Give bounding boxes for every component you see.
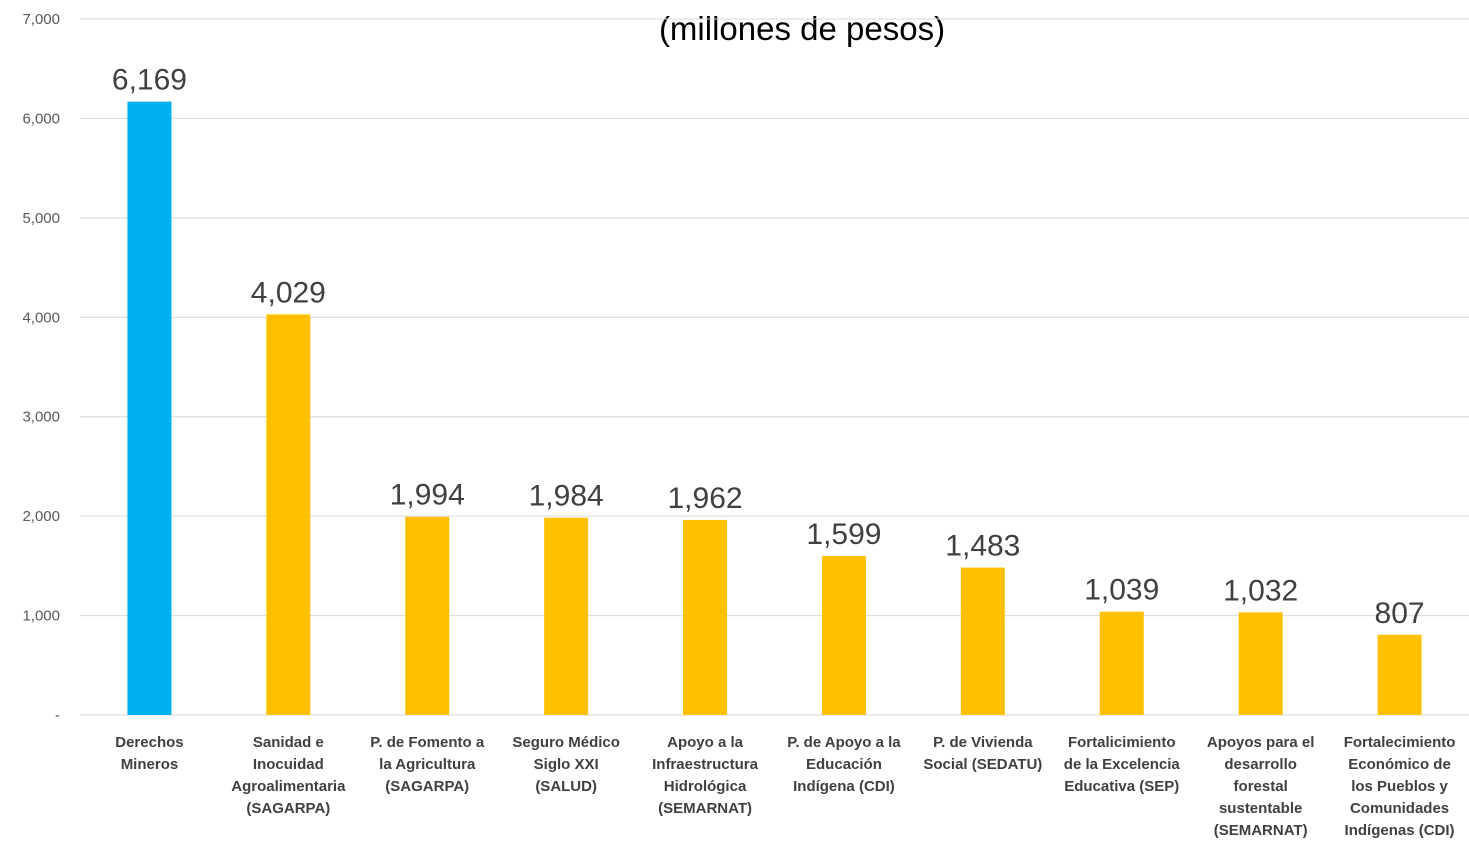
x-tick-label-line: de la Excelencia xyxy=(1064,756,1181,773)
x-tick-label-line: Sanidad e xyxy=(253,734,324,751)
y-tick-label: - xyxy=(55,707,60,724)
x-tick-label-line: Seguro Médico xyxy=(512,734,620,751)
bar xyxy=(821,556,866,715)
y-tick-label: 3,000 xyxy=(22,409,60,426)
data-labels: 6,169 4,029 1,994 1,984 1,962 1,599 1,483 1,039… xyxy=(112,64,1425,630)
x-tick-label-line: (SEMARNAT) xyxy=(658,800,752,817)
data-label: 1,032 xyxy=(1223,574,1298,607)
x-tick-label-line: Fortalecimiento xyxy=(1344,734,1456,751)
x-tick-label-line: Económico de xyxy=(1348,756,1451,773)
x-tick-label-line: forestal xyxy=(1234,778,1288,795)
x-tick-label-line: (SEMARNAT) xyxy=(1214,822,1308,839)
x-tick-label-line: Inocuidad xyxy=(253,756,324,773)
y-tick-label: 1,000 xyxy=(22,608,60,625)
x-tick-label: Fortalecimiento Económico de los Pueblos y… xyxy=(1344,734,1456,839)
x-tick-label-line: Mineros xyxy=(121,756,179,773)
bar xyxy=(960,567,1005,715)
x-tick-label-line: Comunidades xyxy=(1350,800,1449,817)
x-tick-label-line: P. de Vivienda xyxy=(933,734,1033,751)
data-label: 4,029 xyxy=(251,276,326,309)
x-tick-label-line: Indígena (CDI) xyxy=(793,778,895,795)
x-tick-label: Sanidad e Inocuidad Agroalimentaria (SAGARP… xyxy=(231,734,346,817)
gridlines xyxy=(80,18,1469,716)
bars xyxy=(127,101,1422,716)
x-tick-label-line: Infraestructura xyxy=(652,756,759,773)
x-tick-label-line: Agroalimentaria xyxy=(231,778,346,795)
x-tick-label-line: desarrollo xyxy=(1224,756,1297,773)
x-tick-label-line: Fortalicimiento xyxy=(1068,734,1176,751)
y-tick-label: 6,000 xyxy=(22,110,60,127)
bar xyxy=(1099,611,1144,715)
bar xyxy=(266,314,311,715)
x-tick-label-line: (SALUD) xyxy=(535,778,597,795)
x-tick-label-line: Social (SEDATU) xyxy=(923,756,1042,773)
x-tick-label-line: Siglo XXI xyxy=(534,756,599,773)
y-tick-label: 2,000 xyxy=(22,508,60,525)
x-tick-label: P. de Apoyo a la Educación Indígena (CDI) xyxy=(787,734,901,795)
x-tick-label-line: Apoyo a la xyxy=(667,734,744,751)
x-tick-label-line: sustentable xyxy=(1219,800,1302,817)
x-tick-label: Apoyo a la Infraestructura Hidrológica (SEM… xyxy=(652,734,759,817)
y-tick-label: 5,000 xyxy=(22,210,60,227)
x-tick-label: Seguro Médico Siglo XXI (SALUD) xyxy=(512,734,620,795)
x-tick-label: Fortalicimiento de la Excelencia Educativa… xyxy=(1064,734,1181,795)
y-tick-label: 4,000 xyxy=(22,309,60,326)
data-label: 1,599 xyxy=(806,518,881,551)
data-label: 1,962 xyxy=(668,482,743,515)
x-tick-label-line: (SAGARPA) xyxy=(246,800,330,817)
y-tick-label: 7,000 xyxy=(22,11,60,28)
x-tick-label-line: Indígenas (CDI) xyxy=(1345,822,1455,839)
data-label: 6,169 xyxy=(112,64,187,97)
x-tick-label: Derechos Mineros xyxy=(115,734,183,773)
bar xyxy=(1377,634,1422,715)
x-axis-category-labels: Derechos Mineros Sanidad e Inocuidad Agroali… xyxy=(115,734,1455,839)
x-tick-label: P. de Fomento a la Agricultura (SAGARPA) xyxy=(370,734,485,795)
x-tick-label: P. de Vivienda Social (SEDATU) xyxy=(923,734,1042,773)
x-tick-label-line: Hidrológica xyxy=(664,778,747,795)
x-tick-label-line: P. de Apoyo a la xyxy=(787,734,901,751)
x-tick-label-line: los Pueblos y xyxy=(1351,778,1448,795)
data-label: 1,984 xyxy=(529,480,604,513)
bar xyxy=(683,519,728,715)
x-tick-label-line: Derechos xyxy=(115,734,183,751)
data-label: 1,039 xyxy=(1084,574,1159,607)
data-label: 1,483 xyxy=(945,530,1020,563)
data-label: 807 xyxy=(1375,597,1425,630)
x-tick-label-line: P. de Fomento a xyxy=(370,734,485,751)
y-axis-tick-labels: - 1,000 2,000 3,000 4,000 5,000 6,000 7,000 xyxy=(22,11,60,724)
x-tick-label-line: (SAGARPA) xyxy=(385,778,469,795)
chart-subtitle: (millones de pesos) xyxy=(659,10,945,47)
x-tick-label-line: la Agricultura xyxy=(379,756,476,773)
bar xyxy=(1238,612,1283,715)
x-tick-label: Apoyos para el desarrollo forestal sustenta… xyxy=(1207,734,1315,839)
data-label: 1,994 xyxy=(390,479,465,512)
bar xyxy=(127,101,172,716)
bar xyxy=(544,517,589,715)
x-tick-label-line: Educación xyxy=(806,756,882,773)
x-tick-label-line: Educativa (SEP) xyxy=(1064,778,1179,795)
bar xyxy=(405,516,450,715)
x-tick-label-line: Apoyos para el xyxy=(1207,734,1315,751)
